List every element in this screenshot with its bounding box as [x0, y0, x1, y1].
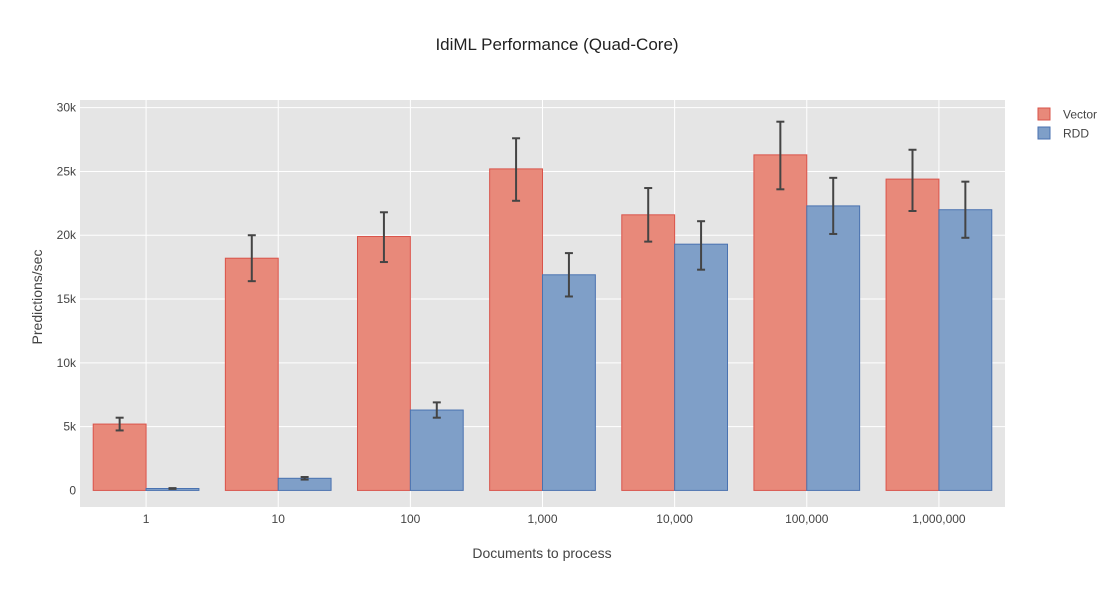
y-tick-label: 25k	[57, 164, 77, 178]
x-tick-label: 1	[143, 512, 150, 526]
y-axis-ticks: 0 5k 10k 15k 20k 25k 30k	[57, 101, 77, 498]
bar-rdd-5[interactable]	[806, 205, 861, 491]
x-tick-label: 1,000	[527, 512, 557, 526]
x-tick-label: 100	[400, 512, 420, 526]
bar-rdd-2[interactable]	[409, 409, 464, 491]
y-tick-label: 5k	[63, 420, 77, 434]
legend-swatch-vector[interactable]	[1037, 107, 1051, 121]
x-tick-label: 100,000	[785, 512, 829, 526]
legend-label-vector[interactable]: Vector	[1063, 108, 1097, 122]
legend-swatch-rdd[interactable]	[1037, 126, 1051, 140]
y-tick-label: 15k	[57, 292, 77, 306]
error-bars-layer	[115, 120, 970, 490]
legend-label-rdd[interactable]: RDD	[1063, 127, 1089, 141]
x-tick-label: 1,000,000	[912, 512, 966, 526]
bars-layer	[92, 154, 993, 491]
y-tick-label: 30k	[57, 101, 77, 115]
bar-vector-1[interactable]	[224, 257, 279, 491]
x-axis-title: Documents to process	[472, 545, 611, 561]
x-tick-label: 10,000	[656, 512, 693, 526]
bar-vector-5[interactable]	[753, 154, 808, 491]
bar-vector-3[interactable]	[489, 168, 543, 491]
bar-vector-4[interactable]	[621, 214, 676, 491]
y-tick-label: 0	[69, 483, 76, 497]
y-tick-label: 20k	[57, 228, 77, 242]
bar-rdd-6[interactable]	[938, 209, 993, 491]
bar-rdd-4[interactable]	[674, 243, 729, 491]
chart-title: IdiML Performance (Quad-Core)	[435, 35, 678, 54]
bar-rdd-3[interactable]	[542, 274, 596, 491]
y-axis-title: Predictions/sec	[29, 250, 45, 345]
x-tick-label: 10	[272, 512, 286, 526]
y-tick-label: 10k	[57, 356, 77, 370]
bar-vector-0[interactable]	[92, 423, 147, 491]
x-axis-ticks: 1 10 100 1,000 10,000 100,000 1,000,000	[143, 512, 966, 526]
bar-vector-6[interactable]	[885, 178, 940, 491]
bar-vector-2[interactable]	[357, 236, 411, 491]
legend[interactable]: Vector RDD	[1037, 107, 1097, 141]
